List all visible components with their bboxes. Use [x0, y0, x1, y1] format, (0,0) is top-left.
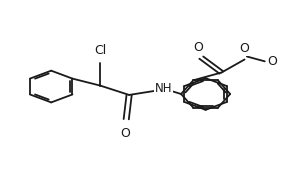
Text: O: O — [240, 42, 249, 55]
Text: NH: NH — [155, 82, 173, 95]
Text: O: O — [268, 55, 278, 68]
Text: Cl: Cl — [94, 44, 106, 57]
Text: O: O — [193, 40, 203, 54]
Text: O: O — [120, 127, 130, 140]
